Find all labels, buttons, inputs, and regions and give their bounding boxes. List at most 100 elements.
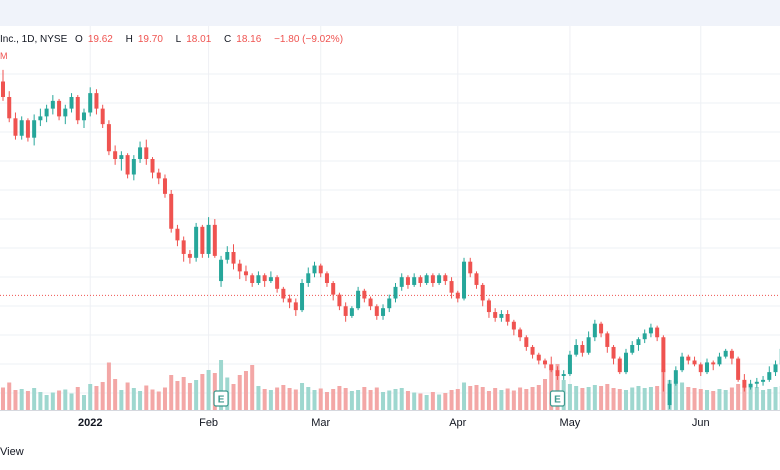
volume-bar xyxy=(624,390,628,410)
volume-bar xyxy=(511,390,516,410)
candle-body xyxy=(549,364,554,371)
time-axis-label: May xyxy=(560,417,581,429)
volume-bar xyxy=(505,388,510,410)
volume-bar xyxy=(237,375,242,410)
candle-body xyxy=(44,108,49,117)
candle-body xyxy=(493,312,498,318)
candle-body xyxy=(511,321,516,330)
candle-body xyxy=(636,339,641,345)
volume-bar xyxy=(698,389,703,410)
volume-bar xyxy=(686,387,691,410)
close-value: 18.16 xyxy=(236,34,262,45)
volume-bar xyxy=(256,386,261,410)
candle-body xyxy=(356,290,361,309)
candle-body xyxy=(131,159,136,175)
candle-body xyxy=(393,286,398,299)
volume-bar xyxy=(711,391,716,410)
volume-bar xyxy=(7,382,12,410)
candle-body xyxy=(418,277,423,283)
candle-body xyxy=(773,364,778,373)
candle-body xyxy=(256,275,261,283)
high-field: H 19.70 xyxy=(125,34,163,45)
volume-bar xyxy=(100,382,105,410)
time-axis-label: 2022 xyxy=(78,417,102,429)
candle-body xyxy=(212,224,217,256)
volume-bar xyxy=(493,388,498,410)
candle-body xyxy=(742,379,747,388)
candle-body xyxy=(486,300,491,313)
volume-bar xyxy=(306,387,311,410)
candle-body xyxy=(144,147,149,159)
candle-body xyxy=(281,288,286,299)
candle-body xyxy=(175,228,180,241)
candle-body xyxy=(592,323,597,338)
volume-bar xyxy=(50,392,55,410)
candle-body xyxy=(7,97,12,119)
volume-bar xyxy=(32,388,37,410)
candle-body xyxy=(437,275,442,283)
volume-bar xyxy=(499,390,504,410)
volume-bar xyxy=(605,384,610,410)
volume-bar xyxy=(574,386,579,410)
candle-body xyxy=(250,275,255,283)
candle-body xyxy=(698,364,703,373)
symbol-label: Inc., 1D, NYSE xyxy=(0,34,68,45)
volume-bar xyxy=(673,381,678,410)
candle-body xyxy=(704,362,709,373)
volume-bar xyxy=(592,385,597,410)
volume-bar xyxy=(175,381,180,410)
candle-body xyxy=(362,290,367,299)
candle-body xyxy=(655,327,660,338)
candle-body xyxy=(119,155,124,159)
earnings-marker xyxy=(549,390,566,407)
candle-body xyxy=(243,271,248,276)
candle-body xyxy=(306,273,311,283)
candle-body xyxy=(723,350,728,357)
volume-bar xyxy=(243,371,248,410)
candle-body xyxy=(300,283,305,311)
volume-bar xyxy=(742,386,747,410)
candle-body xyxy=(69,97,74,109)
volume-bar xyxy=(131,388,136,410)
volume-bar xyxy=(405,391,410,410)
volume-bar xyxy=(262,389,267,410)
volume-bar xyxy=(281,385,286,410)
volume-bar xyxy=(418,393,423,410)
volume-bar xyxy=(206,370,211,410)
candle-body xyxy=(648,327,653,334)
candle-body xyxy=(206,224,211,254)
candle-body xyxy=(262,275,267,282)
candle-body xyxy=(748,383,753,388)
volume-bar xyxy=(462,382,467,410)
volume-bar xyxy=(125,382,130,410)
volume-bar xyxy=(723,390,728,410)
volume-bar xyxy=(144,385,149,410)
candle-body xyxy=(555,370,560,376)
volume-bar xyxy=(393,389,398,410)
candle-body xyxy=(88,93,93,113)
candle-body xyxy=(156,172,161,179)
volume-bar xyxy=(19,389,24,410)
candle-body xyxy=(754,381,759,384)
candle-body xyxy=(349,308,354,316)
candlestick-chart[interactable]: E E 2022 Feb Mar Apr May Jun xyxy=(0,26,780,446)
volume-bar xyxy=(642,388,647,410)
candle-body xyxy=(761,379,766,382)
volume-bar xyxy=(381,392,386,410)
volume-bar xyxy=(543,379,548,410)
volume-bar xyxy=(430,392,435,410)
candle-body xyxy=(81,112,86,121)
volume-bar xyxy=(374,387,379,410)
volume-bar xyxy=(611,388,616,410)
candle-body xyxy=(337,294,342,307)
candle-body xyxy=(586,337,591,353)
volume-bar xyxy=(38,392,43,410)
candle-body xyxy=(106,124,111,152)
candle-body xyxy=(57,100,62,117)
footer-link[interactable]: View xyxy=(0,446,24,458)
volume-bar xyxy=(69,393,74,410)
volume-bar xyxy=(536,385,541,410)
candle-body xyxy=(449,281,454,293)
volume-bar xyxy=(75,387,80,410)
volume-bar xyxy=(88,384,93,410)
